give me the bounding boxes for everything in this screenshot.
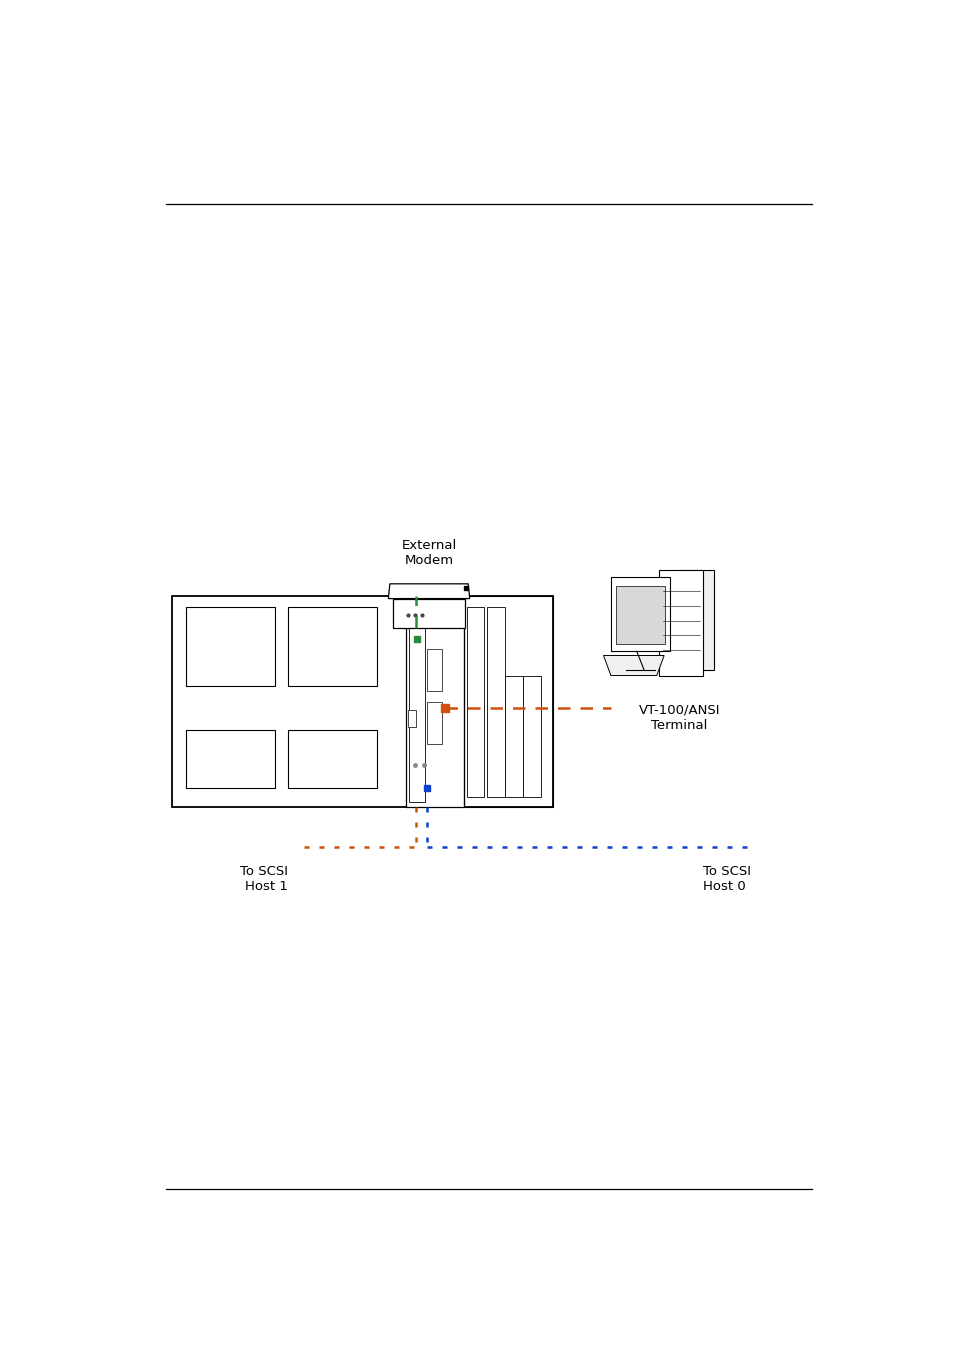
- Text: VT-100/ANSI
Terminal: VT-100/ANSI Terminal: [639, 704, 720, 732]
- Polygon shape: [388, 583, 469, 598]
- FancyBboxPatch shape: [288, 730, 376, 789]
- FancyBboxPatch shape: [426, 702, 441, 745]
- Polygon shape: [603, 656, 663, 675]
- FancyBboxPatch shape: [487, 606, 505, 797]
- FancyBboxPatch shape: [288, 606, 376, 686]
- FancyBboxPatch shape: [393, 598, 465, 628]
- FancyBboxPatch shape: [409, 602, 425, 802]
- Text: External
Modem: External Modem: [402, 539, 456, 567]
- FancyBboxPatch shape: [186, 730, 274, 789]
- Text: To SCSI
Host 1: To SCSI Host 1: [239, 865, 288, 894]
- FancyBboxPatch shape: [466, 606, 484, 797]
- FancyBboxPatch shape: [505, 675, 522, 797]
- FancyBboxPatch shape: [522, 675, 540, 797]
- Text: To SCSI
Host 0: To SCSI Host 0: [702, 865, 751, 894]
- FancyBboxPatch shape: [408, 711, 416, 727]
- FancyBboxPatch shape: [677, 570, 714, 671]
- FancyBboxPatch shape: [186, 606, 274, 686]
- FancyBboxPatch shape: [610, 578, 669, 652]
- FancyBboxPatch shape: [172, 597, 552, 808]
- FancyBboxPatch shape: [426, 649, 441, 691]
- FancyBboxPatch shape: [616, 586, 664, 643]
- FancyBboxPatch shape: [659, 570, 702, 675]
- FancyBboxPatch shape: [406, 597, 463, 808]
